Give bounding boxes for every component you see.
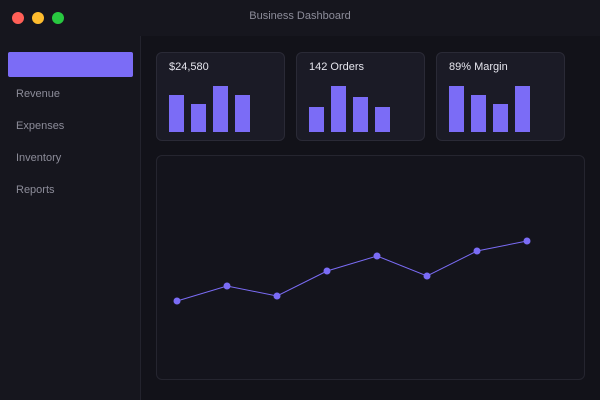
data-point[interactable] <box>323 267 331 275</box>
line-chart <box>173 237 531 305</box>
line-chart-panel <box>156 155 585 380</box>
mini-bar <box>375 107 390 132</box>
data-point[interactable] <box>523 237 531 245</box>
mini-bar <box>169 95 184 132</box>
mini-bar <box>449 86 464 132</box>
maximize-window-button[interactable] <box>52 12 64 24</box>
sidebar-item-active[interactable] <box>8 52 133 77</box>
mini-bar <box>191 104 206 132</box>
margin-card: 89% Margin <box>436 52 565 141</box>
sidebar: Revenue Expenses Inventory Reports <box>0 36 141 400</box>
sidebar-item-expenses[interactable]: Expenses <box>16 120 65 132</box>
sidebar-item-inventory[interactable]: Inventory <box>16 152 62 164</box>
minimize-window-button[interactable] <box>32 12 44 24</box>
data-point[interactable] <box>373 252 381 260</box>
mini-bar <box>515 86 530 132</box>
revenue-card: $24,580 <box>156 52 285 141</box>
sidebar-item-reports[interactable]: Reports <box>16 184 55 196</box>
orders-value: 142 Orders <box>309 61 365 73</box>
mini-bar <box>493 104 508 132</box>
margin-value: 89% Margin <box>449 61 508 73</box>
data-point[interactable] <box>473 247 481 255</box>
close-window-button[interactable] <box>12 12 24 24</box>
data-point[interactable] <box>273 292 281 300</box>
title-bar: Business Dashboard <box>0 0 600 36</box>
orders-card: 142 Orders <box>296 52 425 141</box>
window-title: Business Dashboard <box>249 10 351 22</box>
mini-bar <box>331 86 346 132</box>
data-point[interactable] <box>173 297 181 305</box>
mini-bar <box>471 95 486 132</box>
data-point[interactable] <box>423 272 431 280</box>
mini-bar <box>213 86 228 132</box>
mini-bar <box>309 107 324 132</box>
mini-bar <box>235 95 250 132</box>
revenue-value: $24,580 <box>169 61 209 73</box>
data-point[interactable] <box>223 282 231 290</box>
sidebar-item-revenue[interactable]: Revenue <box>16 88 61 100</box>
mini-bar <box>353 97 368 132</box>
series-line <box>176 240 528 302</box>
